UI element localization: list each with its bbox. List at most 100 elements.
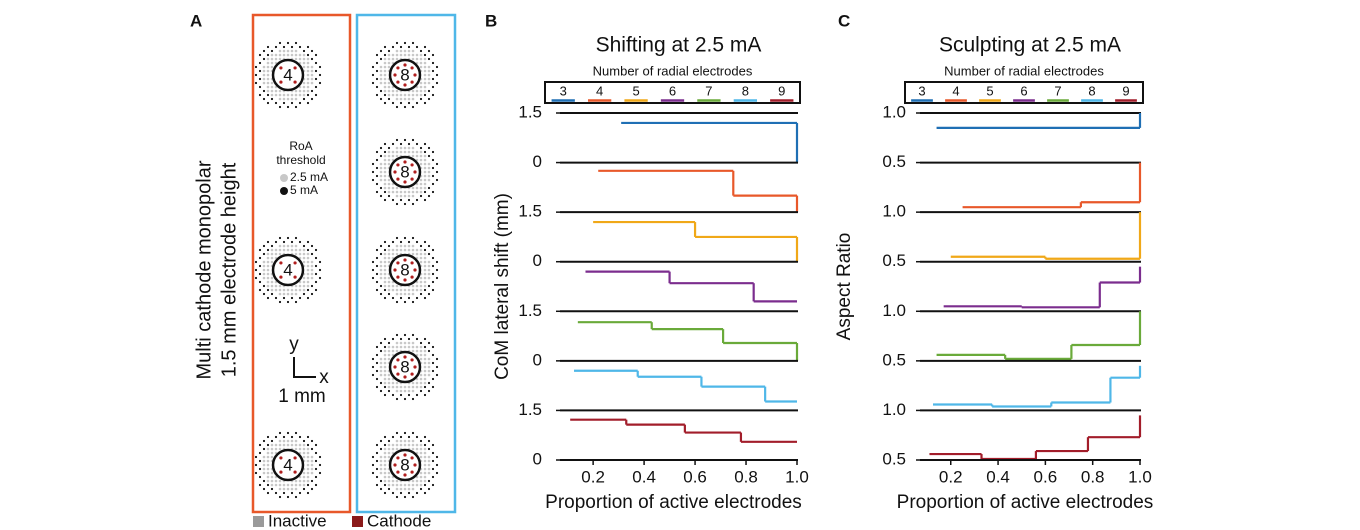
roa-dot [282, 45, 286, 49]
roa-dot [387, 471, 391, 475]
roa-dot [270, 443, 274, 447]
roa-dot [415, 190, 419, 194]
roa-dot [302, 93, 306, 97]
roa-dot [379, 361, 383, 365]
roa-dot [403, 397, 407, 401]
roa-dot [278, 284, 282, 288]
roa-dot [407, 190, 411, 194]
roa-dot [274, 443, 278, 447]
roa-dot [294, 447, 298, 451]
roa-dot [379, 170, 383, 174]
roa-dot [282, 487, 286, 491]
roa-dot [387, 345, 391, 349]
roa-dot [379, 341, 383, 345]
roa-dot [310, 97, 314, 101]
roa-dot [302, 53, 306, 57]
roa-dot [419, 381, 423, 385]
roa-dot [306, 467, 310, 471]
roa-dot [407, 483, 411, 487]
roa-dot [391, 53, 395, 57]
roa-dot [286, 300, 290, 304]
roa-dot [391, 349, 395, 353]
y-axis-label: CoM lateral shift (mm) [492, 193, 513, 380]
roa-dot [419, 475, 423, 479]
roa-dot [302, 479, 306, 483]
roa-dot [298, 483, 302, 487]
roa-dot [395, 288, 399, 292]
roa-dot [391, 337, 395, 341]
roa-dot [423, 252, 427, 256]
roa-dot [278, 49, 282, 53]
roa-dot [371, 178, 375, 182]
roa-dot [423, 373, 427, 377]
roa-dot [423, 288, 427, 292]
roa-dot [391, 142, 395, 146]
roa-dot [266, 240, 270, 244]
roa-dot [415, 186, 419, 190]
roa-dot [387, 357, 391, 361]
roa-dot [399, 292, 403, 296]
roa-dot [395, 190, 399, 194]
roa-dot [399, 389, 403, 393]
roa-dot [266, 443, 270, 447]
roa-dot [387, 455, 391, 459]
roa-dot [383, 463, 387, 467]
roa-dot [310, 81, 314, 85]
roa-dot [431, 288, 435, 292]
legend-title: Number of radial electrodes [944, 63, 1104, 78]
cathode-mark [410, 66, 414, 70]
roa-dot [371, 268, 375, 272]
roa-dot [415, 154, 419, 158]
roa-dot [266, 256, 270, 260]
roa-dot [266, 77, 270, 81]
roa-dot [379, 252, 383, 256]
roa-dot [383, 435, 387, 439]
roa-dot [427, 447, 431, 451]
roa-dot [423, 451, 427, 455]
cathode-mark [396, 80, 400, 84]
roa-dot [258, 264, 262, 268]
roa-dot [266, 455, 270, 459]
roa-dot [383, 471, 387, 475]
roa-dot [262, 284, 266, 288]
roa-dot [419, 248, 423, 252]
roa-dot [423, 182, 427, 186]
roa-dot [411, 150, 415, 154]
roa-dot [274, 296, 278, 300]
roa-dot [383, 475, 387, 479]
roa-dot [399, 198, 403, 202]
roa-dot [391, 252, 395, 256]
roa-dot [294, 89, 298, 93]
roa-dot [314, 272, 318, 276]
roa-dot [399, 491, 403, 495]
roa-dot [395, 385, 399, 389]
roa-item: 2.5 mA [290, 170, 328, 184]
electrode-count: 8 [400, 455, 409, 474]
roa-dot [278, 244, 282, 248]
roa-dot [294, 483, 298, 487]
roa-dot [415, 385, 419, 389]
roa-dot [314, 459, 318, 463]
roa-dot [407, 389, 411, 393]
electrode: 8 [371, 236, 439, 304]
roa-dot [290, 292, 294, 296]
roa-dot [431, 345, 435, 349]
roa-dot [387, 280, 391, 284]
roa-dot [415, 53, 419, 57]
roa-dot [375, 85, 379, 89]
electrode-count: 8 [400, 162, 409, 181]
roa-dot [435, 455, 439, 459]
roa-dot [383, 345, 387, 349]
roa-dot [423, 357, 427, 361]
roa-dot [419, 244, 423, 248]
roa-dot [403, 439, 407, 443]
roa-dot [403, 385, 407, 389]
roa-dot [290, 296, 294, 300]
roa-dot [290, 244, 294, 248]
roa-dot [399, 345, 403, 349]
roa-dot [278, 487, 282, 491]
roa-dot [258, 93, 262, 97]
roa-dot [403, 194, 407, 198]
roa-dot [371, 162, 375, 166]
roa-item: 5 mA [290, 183, 318, 197]
